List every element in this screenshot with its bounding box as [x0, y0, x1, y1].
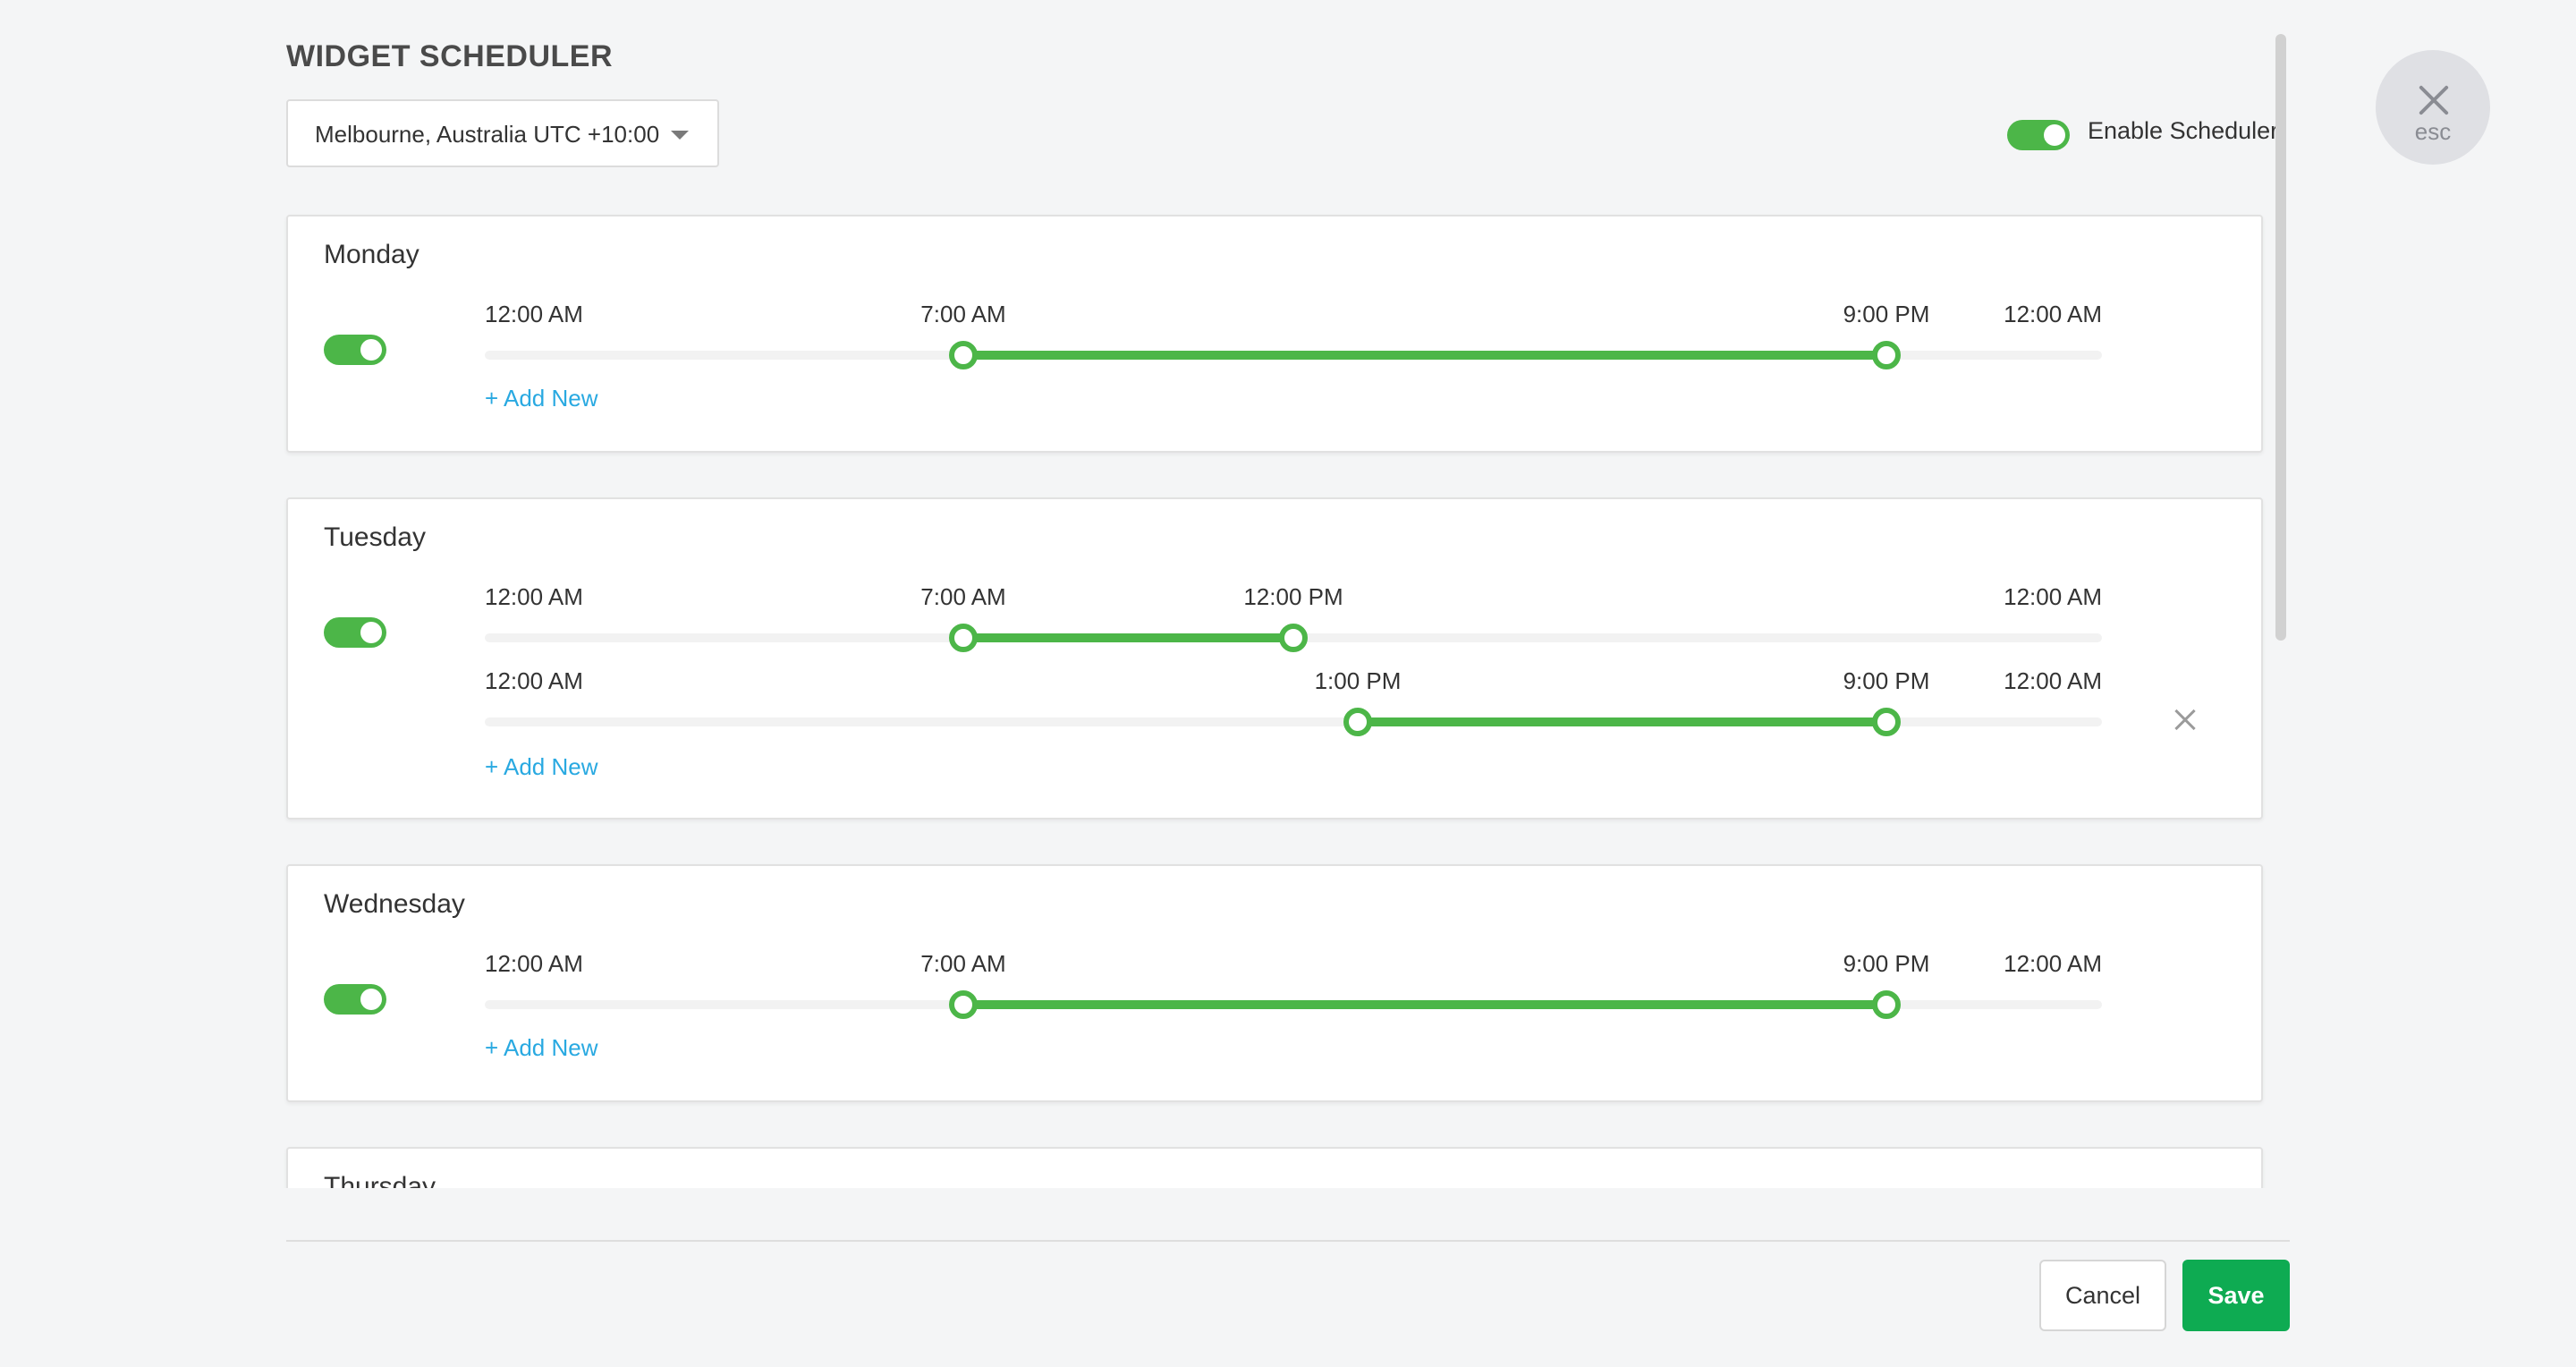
timezone-select[interactable]: Melbourne, Australia UTC +10:00	[286, 99, 719, 167]
cancel-button[interactable]: Cancel	[2039, 1260, 2166, 1331]
range-start-label: 12:00 AM	[485, 950, 583, 977]
day-card-monday: Monday 12:00 AM 7:00 AM 9:00 PM 12:00 AM…	[286, 215, 2263, 453]
day-name: Monday	[324, 240, 419, 269]
range-end-label: 12:00 AM	[2004, 301, 2102, 327]
toggle-knob	[2044, 124, 2065, 146]
range-end-label: 12:00 AM	[2004, 950, 2102, 977]
slider-fill	[963, 1000, 1886, 1009]
day-card-tuesday: Tuesday 12:00 AM 7:00 AM 12:00 PM 12:00 …	[286, 497, 2263, 819]
close-button[interactable]: esc	[2376, 50, 2490, 165]
range-end-label: 12:00 AM	[2004, 667, 2102, 694]
range-end-label: 12:00 AM	[2004, 583, 2102, 610]
range-start-label: 12:00 AM	[485, 301, 583, 327]
enable-scheduler-label: Enable Scheduler	[2088, 117, 2279, 144]
day-toggle[interactable]	[324, 984, 386, 1015]
slider-handle-end[interactable]	[1279, 624, 1308, 652]
day-name: Thursday	[324, 1172, 436, 1188]
slider-handle-end[interactable]	[1872, 708, 1901, 736]
range-from-label: 7:00 AM	[920, 950, 1006, 977]
slider-track[interactable]	[485, 717, 2102, 726]
scrollbar[interactable]	[2275, 34, 2286, 641]
slider-handle-end[interactable]	[1872, 990, 1901, 1019]
range-from-label: 7:00 AM	[920, 301, 1006, 327]
toggle-switch[interactable]	[2007, 120, 2070, 150]
range-to-label: 9:00 PM	[1843, 301, 1930, 327]
toggle-knob	[360, 339, 382, 361]
slider-handle-start[interactable]	[1343, 708, 1372, 736]
slider-handle-start[interactable]	[949, 624, 978, 652]
day-card-thursday: Thursday	[286, 1147, 2263, 1188]
day-name: Wednesday	[324, 889, 465, 919]
timezone-value: Melbourne, Australia UTC +10:00	[315, 121, 660, 148]
range-to-label: 9:00 PM	[1843, 667, 1930, 694]
days-scroll-area: Monday 12:00 AM 7:00 AM 9:00 PM 12:00 AM…	[0, 179, 2290, 1188]
esc-label: esc	[2414, 118, 2452, 145]
day-toggle[interactable]	[324, 617, 386, 648]
add-new-link[interactable]: + Add New	[485, 753, 598, 780]
footer-divider	[286, 1240, 2290, 1242]
slider-fill	[1358, 717, 1886, 726]
chevron-down-icon	[671, 131, 689, 140]
toggle-knob	[360, 622, 382, 643]
range-to-label: 9:00 PM	[1843, 950, 1930, 977]
slider-handle-start[interactable]	[949, 990, 978, 1019]
page-title: WIDGET SCHEDULER	[286, 39, 613, 73]
add-new-link[interactable]: + Add New	[485, 385, 598, 412]
day-toggle[interactable]	[324, 335, 386, 365]
save-button[interactable]: Save	[2182, 1260, 2290, 1331]
range-from-label: 1:00 PM	[1314, 667, 1402, 694]
range-to-label: 12:00 PM	[1243, 583, 1343, 610]
slider-handle-end[interactable]	[1872, 341, 1901, 369]
remove-range-icon[interactable]	[2172, 707, 2199, 734]
slider-handle-start[interactable]	[949, 341, 978, 369]
range-start-label: 12:00 AM	[485, 583, 583, 610]
toggle-knob	[360, 989, 382, 1010]
day-name: Tuesday	[324, 522, 426, 552]
slider-fill	[963, 351, 1886, 360]
day-card-wednesday: Wednesday 12:00 AM 7:00 AM 9:00 PM 12:00…	[286, 864, 2263, 1102]
range-start-label: 12:00 AM	[485, 667, 583, 694]
range-from-label: 7:00 AM	[920, 583, 1006, 610]
slider-fill	[963, 633, 1293, 642]
add-new-link[interactable]: + Add New	[485, 1034, 598, 1061]
